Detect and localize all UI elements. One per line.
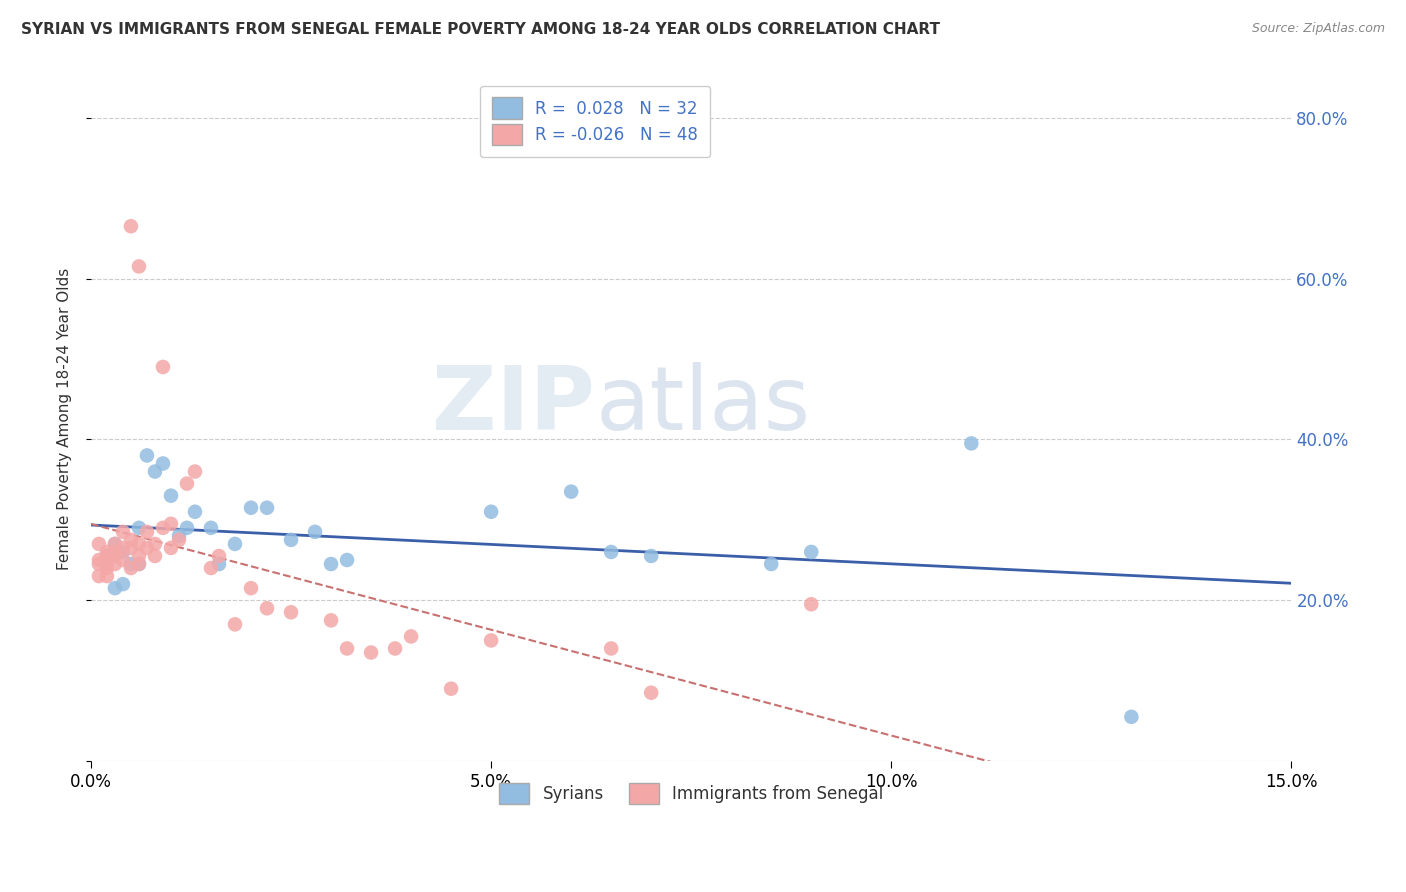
Point — [104, 537, 127, 551]
Point — [336, 553, 359, 567]
Point — [640, 549, 662, 563]
Point — [224, 617, 246, 632]
Point — [128, 537, 150, 551]
Point — [111, 524, 134, 539]
Point — [319, 613, 342, 627]
Point — [479, 633, 502, 648]
Point — [87, 537, 110, 551]
Point — [128, 521, 150, 535]
Point — [120, 541, 142, 555]
Point — [167, 533, 190, 547]
Point — [104, 581, 127, 595]
Point — [167, 529, 190, 543]
Point — [104, 557, 127, 571]
Point — [120, 219, 142, 234]
Point — [143, 549, 166, 563]
Point — [104, 549, 127, 563]
Y-axis label: Female Poverty Among 18-24 Year Olds: Female Poverty Among 18-24 Year Olds — [58, 268, 72, 570]
Point — [360, 646, 382, 660]
Point — [143, 465, 166, 479]
Point — [96, 569, 118, 583]
Point — [1121, 710, 1143, 724]
Point — [440, 681, 463, 696]
Point — [384, 641, 406, 656]
Point — [128, 260, 150, 274]
Point — [136, 524, 159, 539]
Point — [87, 569, 110, 583]
Point — [120, 561, 142, 575]
Point — [560, 484, 582, 499]
Point — [96, 561, 118, 575]
Point — [104, 545, 127, 559]
Text: atlas: atlas — [595, 362, 810, 449]
Point — [176, 476, 198, 491]
Point — [240, 500, 263, 515]
Point — [128, 549, 150, 563]
Point — [224, 537, 246, 551]
Point — [87, 557, 110, 571]
Point — [152, 521, 174, 535]
Point — [143, 537, 166, 551]
Point — [111, 553, 134, 567]
Point — [176, 521, 198, 535]
Point — [96, 557, 118, 571]
Point — [600, 641, 623, 656]
Point — [256, 500, 278, 515]
Point — [160, 541, 183, 555]
Point — [280, 533, 302, 547]
Point — [280, 605, 302, 619]
Point — [960, 436, 983, 450]
Point — [640, 686, 662, 700]
Point — [208, 557, 231, 571]
Text: SYRIAN VS IMMIGRANTS FROM SENEGAL FEMALE POVERTY AMONG 18-24 YEAR OLDS CORRELATI: SYRIAN VS IMMIGRANTS FROM SENEGAL FEMALE… — [21, 22, 941, 37]
Point — [800, 545, 823, 559]
Point — [240, 581, 263, 595]
Point — [120, 557, 142, 571]
Point — [96, 549, 118, 563]
Point — [152, 457, 174, 471]
Point — [111, 545, 134, 559]
Point — [120, 533, 142, 547]
Point — [128, 557, 150, 571]
Point — [399, 629, 422, 643]
Point — [111, 577, 134, 591]
Point — [184, 465, 207, 479]
Point — [208, 549, 231, 563]
Point — [160, 489, 183, 503]
Point — [200, 521, 222, 535]
Point — [160, 516, 183, 531]
Point — [184, 505, 207, 519]
Point — [256, 601, 278, 615]
Point — [96, 545, 118, 559]
Text: Source: ZipAtlas.com: Source: ZipAtlas.com — [1251, 22, 1385, 36]
Point — [136, 449, 159, 463]
Legend: Syrians, Immigrants from Senegal: Syrians, Immigrants from Senegal — [489, 772, 893, 814]
Point — [600, 545, 623, 559]
Point — [200, 561, 222, 575]
Point — [87, 553, 110, 567]
Point — [136, 541, 159, 555]
Point — [304, 524, 326, 539]
Point — [479, 505, 502, 519]
Point — [761, 557, 783, 571]
Point — [319, 557, 342, 571]
Point — [104, 537, 127, 551]
Point — [128, 557, 150, 571]
Text: ZIP: ZIP — [433, 362, 595, 449]
Point — [152, 359, 174, 374]
Point — [111, 541, 134, 555]
Point — [800, 597, 823, 611]
Point — [336, 641, 359, 656]
Point — [96, 549, 118, 563]
